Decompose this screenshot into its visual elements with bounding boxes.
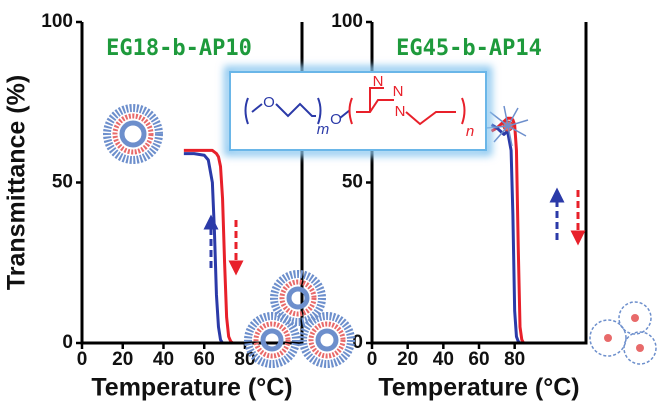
structure: O m O N N N n [228, 70, 488, 152]
x-tick-label: 0 [367, 349, 378, 370]
x-tick-label: 60 [194, 349, 215, 370]
x-tick-label: 80 [504, 349, 525, 370]
series-line [491, 118, 525, 343]
y-tick-label: 50 [52, 172, 73, 193]
figure: 0 50 100 0 20 40 60 80 EG18-b-AP10 Temperature (°… [0, 0, 659, 405]
atom: N [393, 83, 404, 100]
y-tick-label: 100 [41, 11, 73, 32]
chart-title: EG45-b-AP14 [396, 36, 542, 61]
chart-title: EG18-b-AP10 [106, 36, 252, 61]
subscript: m [317, 121, 330, 138]
y-tick-label: 50 [342, 172, 363, 193]
atom: N [395, 103, 406, 120]
x-tick-label: 20 [397, 349, 418, 370]
series-line [184, 150, 235, 343]
x-tick-label: 40 [153, 349, 174, 370]
subscript: n [466, 123, 474, 140]
atom: O [330, 111, 342, 128]
y-tick-label: 0 [62, 332, 73, 353]
x-tick-label: 60 [468, 349, 489, 370]
x-axis-label: Temperature (°C) [91, 374, 292, 402]
x-axis-label: Temperature (°C) [378, 374, 579, 402]
atom: O [263, 94, 275, 111]
atom: N [373, 73, 384, 90]
y-axis-label: Transmittance (%) [3, 75, 31, 290]
x-tick-label: 0 [77, 349, 88, 370]
y-tick-label: 100 [331, 11, 363, 32]
x-tick-label: 40 [433, 349, 454, 370]
x-tick-label: 20 [112, 349, 133, 370]
